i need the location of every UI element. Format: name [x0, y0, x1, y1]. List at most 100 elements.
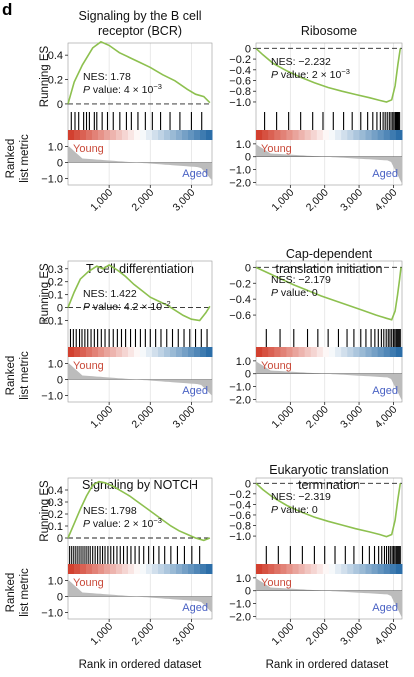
young-label: Young: [73, 360, 104, 372]
metric-tick-label: −1.0: [41, 174, 63, 186]
nes-label: NES: −2.319: [271, 491, 331, 503]
x-axis-label-right: Rank in ordered dataset: [266, 659, 390, 671]
heatmap-cell: [140, 347, 147, 357]
heatmap-cell: [134, 564, 141, 574]
heatmap-cell: [359, 564, 366, 574]
heatmap-cell: [389, 130, 397, 140]
heatmap-cell: [347, 347, 354, 357]
ranked-metric-label-line2: list metric: [19, 351, 31, 400]
metric-tick-label: 1.0: [48, 141, 63, 153]
es-tick-label: 0.1: [48, 290, 63, 302]
heatmap-cell: [262, 564, 269, 574]
heatmap-cell: [335, 130, 342, 140]
chart-title: Ribosome: [301, 24, 357, 38]
es-curve: [67, 40, 211, 105]
heatmap-cell: [341, 347, 348, 357]
heatmap-cell: [335, 347, 342, 357]
x-tick-label: 2,000: [129, 187, 156, 214]
x-tick-label: 3,000: [338, 621, 365, 648]
heatmap-cell: [377, 347, 385, 357]
heatmap-cell: [310, 130, 318, 140]
es-tick-label: −0.2: [229, 489, 251, 501]
es-tick-label: −0.8: [229, 521, 251, 533]
x-axis-label-left: Rank in ordered dataset: [79, 659, 203, 671]
heatmap-cell: [98, 564, 105, 574]
heatmap-cell: [146, 564, 153, 574]
ranked-metric-area: [68, 579, 212, 613]
heatmap-cell: [359, 130, 366, 140]
x-tick-label: 3,000: [170, 187, 197, 214]
heatmap-cell: [74, 347, 81, 357]
heatmap-cell: [92, 347, 99, 357]
ranked-metric-label-line2: list metric: [19, 134, 31, 183]
heatmap-cell: [68, 130, 75, 140]
es-tick-label: 0.2: [48, 277, 63, 289]
heatmap-cell: [316, 564, 324, 574]
young-label: Young: [73, 143, 104, 155]
metric-tick-label: −1.0: [41, 391, 63, 403]
heatmap-cell: [158, 564, 165, 574]
es-tick-label: −0.4: [229, 294, 251, 306]
heatmap-cell: [200, 130, 207, 140]
heatmap-cell: [304, 564, 312, 574]
heatmap-cell: [104, 564, 111, 574]
heatmap-cell: [68, 564, 75, 574]
ranked-metric-area: [68, 362, 212, 396]
es-tick-label: −1.0: [229, 531, 251, 543]
heatmap-cell: [176, 564, 183, 574]
aged-label: Aged: [372, 602, 398, 614]
es-curve: [67, 263, 211, 322]
heatmap-cell: [280, 564, 287, 574]
heatmap-cell: [304, 130, 312, 140]
heatmap-cell: [122, 347, 129, 357]
heatmap-cell: [152, 130, 159, 140]
young-label: Young: [261, 577, 292, 589]
heatmap-cell: [274, 130, 281, 140]
heatmap-cell: [104, 347, 111, 357]
chart-title: Eukaryotic translation: [269, 463, 389, 477]
metric-tick-label: −1.0: [229, 382, 251, 394]
heatmap-cell: [353, 347, 360, 357]
p-value-label: P value: 2 × 10−3: [83, 516, 162, 530]
plot-frame: [255, 477, 403, 620]
heatmap-cell: [74, 564, 81, 574]
heatmap-cell: [316, 130, 324, 140]
plot-frame: [255, 260, 403, 403]
es-tick-label: 0.4: [48, 485, 63, 497]
heatmap-cell: [182, 130, 189, 140]
ranked-metric-label-line2: list metric: [19, 568, 31, 617]
heatmap-cell: [92, 130, 99, 140]
heatmap-cell: [341, 130, 348, 140]
p-value-label: P value: 4.2 × 10−2: [83, 299, 171, 313]
x-tick-label: 3,000: [170, 404, 197, 431]
heatmap-cell: [274, 564, 281, 574]
es-tick-label: 0: [57, 303, 63, 315]
es-tick-label: −0.2: [229, 54, 251, 66]
heatmap-cell: [194, 347, 201, 357]
x-tick-label: 3,000: [338, 404, 365, 431]
heatmap-cell: [74, 130, 81, 140]
heatmap-cell: [170, 347, 177, 357]
x-tick-label: 3,000: [338, 187, 365, 214]
aged-label: Aged: [182, 168, 208, 180]
plot-frame: [67, 260, 213, 403]
heatmap-cell: [377, 564, 385, 574]
x-tick-label: 4,000: [372, 187, 399, 214]
metric-tick-label: 0: [57, 592, 63, 604]
heatmap-cell: [86, 347, 93, 357]
heatmap-cell: [128, 130, 135, 140]
heatmap-cell: [256, 564, 263, 574]
heatmap-cell: [128, 347, 135, 357]
heatmap-cell: [347, 130, 354, 140]
heatmap-cell: [80, 130, 87, 140]
x-tick-label: 2,000: [304, 404, 331, 431]
aged-label: Aged: [372, 385, 398, 397]
heatmap-cell: [170, 564, 177, 574]
es-tick-label: −0.6: [229, 510, 251, 522]
nes-label: NES: 1.422: [83, 288, 137, 300]
es-tick-label: 0.4: [48, 50, 63, 62]
heatmap-cell: [164, 347, 171, 357]
metric-tick-label: 1.0: [236, 573, 251, 585]
